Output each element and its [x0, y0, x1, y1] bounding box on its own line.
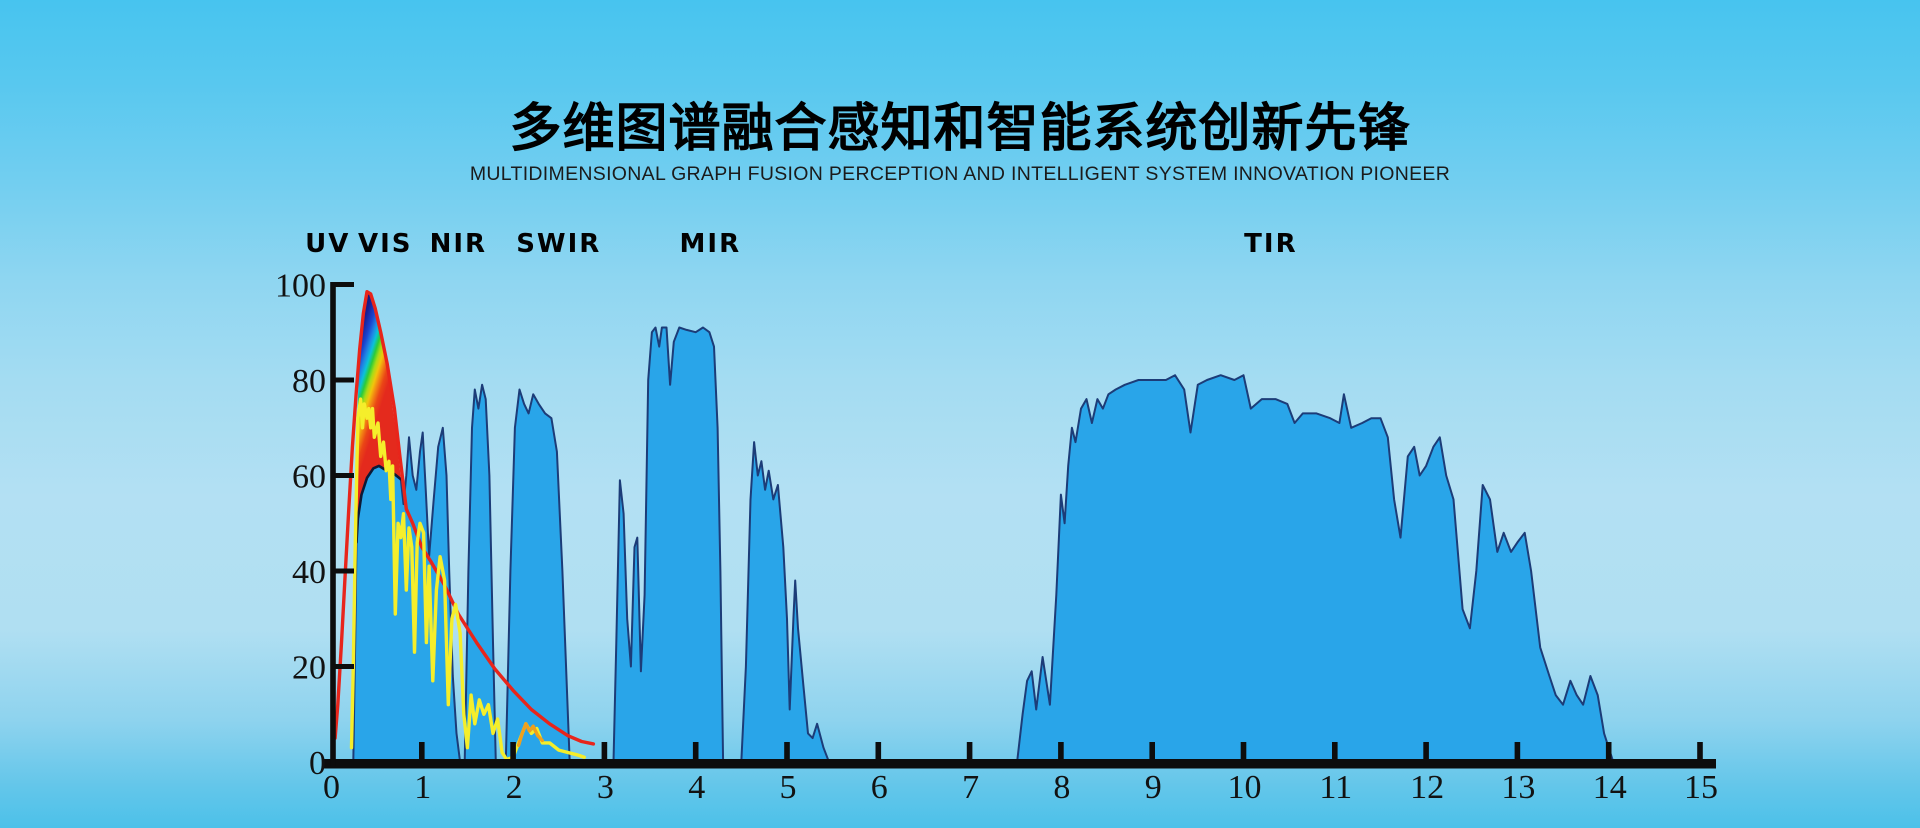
transmission-window — [1016, 374, 1615, 763]
page-subtitle: MULTIDIMENSIONAL GRAPH FUSION PERCEPTION… — [469, 163, 1451, 185]
x-tick — [784, 742, 790, 759]
x-tick — [1058, 742, 1064, 759]
x-tick-label: 13 — [1501, 769, 1535, 806]
solar-irradiance-orange-segment — [516, 722, 544, 747]
x-tick-label: 3 — [597, 769, 614, 806]
axes-group — [324, 282, 1716, 769]
x-tick-label: 14 — [1593, 769, 1627, 806]
x-tick-label: 6 — [871, 769, 888, 806]
y-tick — [333, 568, 354, 574]
x-tick — [875, 742, 882, 759]
y-tick-label: 40 — [292, 554, 326, 591]
band-label-swir: SWIR — [516, 229, 601, 259]
x-tick — [692, 742, 699, 759]
transmission-window — [463, 383, 497, 763]
x-tick-label: 2 — [506, 769, 523, 806]
x-tick — [1332, 742, 1338, 759]
x-tick-label: 12 — [1410, 769, 1444, 806]
ticks-group — [333, 282, 1703, 759]
y-tick-label: 0 — [309, 745, 326, 782]
transmission-windows-group — [352, 326, 1615, 763]
y-tick — [333, 377, 354, 383]
band-labels-group: UV VIS NIR SWIR MIR TIR — [305, 229, 1297, 259]
x-tick — [510, 742, 516, 759]
x-tick — [601, 742, 608, 759]
x-tick-label: 10 — [1228, 769, 1262, 806]
visible-spectrum-rainbow — [355, 292, 401, 643]
band-label-tir: TIR — [1244, 229, 1297, 259]
x-tick — [1423, 742, 1429, 759]
y-tick — [333, 282, 354, 287]
x-axis — [324, 759, 1716, 769]
band-label-nir: NIR — [430, 229, 487, 259]
y-tick — [333, 664, 354, 669]
transmission-window — [504, 388, 571, 763]
x-tick-label: 7 — [962, 769, 979, 806]
page-title: 多维图谱融合感知和智能系统创新先锋 — [509, 99, 1411, 159]
x-tick — [1240, 742, 1247, 759]
band-label-mir: MIR — [680, 229, 742, 259]
x-tick — [966, 742, 973, 759]
x-tick — [1149, 742, 1155, 759]
x-tick — [419, 742, 425, 759]
y-tick-label: 20 — [292, 650, 326, 687]
blackbody-curve — [333, 290, 596, 746]
band-label-vis: VIS — [358, 229, 413, 259]
band-label-uv: UV — [305, 229, 350, 259]
x-tick-label: 8 — [1053, 769, 1070, 806]
visible-spectrum-group — [355, 292, 401, 643]
x-tick — [1514, 742, 1521, 759]
transmission-window — [740, 441, 830, 763]
x-tick-label: 11 — [1319, 769, 1352, 806]
y-tick-label: 100 — [275, 268, 326, 305]
x-tick-label: 9 — [1145, 769, 1162, 806]
x-tick-label: 5 — [780, 769, 797, 806]
x-tick — [1605, 742, 1612, 759]
transmission-window — [612, 326, 725, 763]
y-axis — [330, 282, 336, 766]
y-tick — [333, 473, 354, 478]
x-tick-label: 1 — [414, 769, 431, 806]
y-tick-label: 60 — [292, 459, 326, 496]
x-tick-label: 4 — [688, 769, 705, 806]
x-tick — [1697, 742, 1703, 759]
y-tick-label: 80 — [292, 363, 326, 400]
x-tick-label: 15 — [1684, 769, 1718, 806]
x-tick-label: 0 — [323, 769, 340, 806]
